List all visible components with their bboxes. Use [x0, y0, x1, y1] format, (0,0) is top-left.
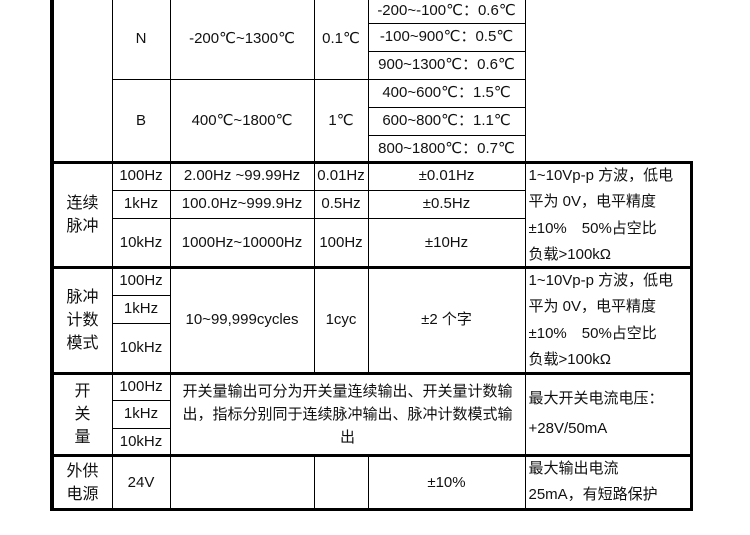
supply-value: 24V — [111, 454, 171, 511]
tc-acc-n-1: -200~-100℃：0.6℃ — [367, 0, 526, 24]
rule — [50, 372, 693, 375]
pc-freq-3: 10kHz — [111, 322, 171, 374]
note-line: 平为 0V，电平精度 — [528, 193, 657, 210]
cp-res-3: 100Hz — [313, 217, 369, 268]
rule — [50, 161, 693, 164]
category-pulse-count: 脉冲计数模式 — [52, 266, 113, 374]
tc-range-n: -200℃~1300℃ — [169, 0, 315, 80]
note-line: 平为 0V，电平精度 — [528, 298, 657, 315]
cp-acc-1: ±0.01Hz — [367, 161, 526, 191]
note-line: 最大输出电流 — [528, 459, 619, 477]
cp-freq-3: 10kHz — [111, 217, 171, 268]
tc-acc-b-2: 600~800℃：1.1℃ — [367, 106, 526, 136]
category-switch: 开关量 — [52, 372, 113, 456]
category-continuous-pulse: 连续脉冲 — [52, 161, 113, 268]
cp-res-2: 0.5Hz — [313, 189, 369, 219]
supply-blank-range — [169, 454, 315, 511]
tc-res-b: 1℃ — [313, 78, 369, 163]
tc-type-b: B — [111, 78, 171, 163]
sw-note: 最大开关电流电压： +28V/50mA — [524, 372, 692, 456]
rule — [50, 266, 693, 269]
tc-acc-n-3: 900~1300℃：0.6℃ — [367, 50, 526, 80]
category-cell-blank — [52, 0, 113, 163]
cp-range-2: 100.0Hz~999.9Hz — [169, 189, 315, 219]
rule — [50, 454, 693, 457]
border-left — [50, 0, 53, 511]
note-line: 负载>100kΩ — [528, 351, 612, 368]
note-line: +28V/50mA — [528, 420, 608, 437]
category-supply: 外供电源 — [52, 454, 113, 511]
note-line: ±10% 50%占空比 — [528, 324, 657, 342]
supply-note: 最大输出电流 25mA，有短路保护 — [524, 454, 692, 511]
note-line: 25mA，有短路保护 — [528, 486, 658, 503]
sw-freq-1: 100Hz — [111, 372, 171, 401]
cp-range-1: 2.00Hz ~99.99Hz — [169, 161, 315, 191]
pc-acc: ±2 个字 — [367, 266, 526, 374]
tc-res-n: 0.1℃ — [313, 0, 369, 80]
note-line: 1~10Vp-p 方波，低电 — [528, 271, 674, 289]
note-line: 1~10Vp-p 方波，低电 — [528, 166, 674, 184]
sw-freq-2: 1kHz — [111, 399, 171, 429]
pc-freq-2: 1kHz — [111, 294, 171, 324]
border-bottom — [50, 508, 693, 511]
supply-blank-res — [313, 454, 369, 511]
tc-acc-n-2: -100~900℃：0.5℃ — [367, 22, 526, 52]
note-line: ±10% 50%占空比 — [528, 219, 657, 237]
tc-range-b: 400℃~1800℃ — [169, 78, 315, 163]
tc-type-n: N — [111, 0, 171, 80]
border-right — [690, 161, 693, 511]
pc-note: 1~10Vp-p 方波，低电 平为 0V，电平精度 ±10% 50%占空比 负载… — [524, 266, 692, 374]
sw-freq-3: 10kHz — [111, 427, 171, 456]
cp-note: 1~10Vp-p 方波，低电 平为 0V，电平精度 ±10% 50%占空比 负载… — [524, 161, 692, 268]
cp-range-3: 1000Hz~10000Hz — [169, 217, 315, 268]
note-line: 负载>100kΩ — [528, 246, 612, 263]
cp-freq-2: 1kHz — [111, 189, 171, 219]
pc-res: 1cyc — [313, 266, 369, 374]
cp-acc-2: ±0.5Hz — [367, 189, 526, 219]
cp-acc-3: ±10Hz — [367, 217, 526, 268]
pc-freq-1: 100Hz — [111, 266, 171, 296]
cp-freq-1: 100Hz — [111, 161, 171, 191]
tc-acc-b-1: 400~600℃：1.5℃ — [367, 78, 526, 108]
note-line: 最大开关电流电压： — [528, 390, 664, 407]
tc-acc-b-3: 800~1800℃：0.7℃ — [367, 134, 526, 163]
sw-description: 开关量输出可分为开关量连续输出、开关量计数输出，指标分别同于连续脉冲输出、脉冲计… — [169, 372, 526, 456]
supply-accuracy: ±10% — [367, 454, 526, 511]
cp-res-1: 0.01Hz — [313, 161, 369, 191]
pc-range: 10~99,999cycles — [169, 266, 315, 374]
